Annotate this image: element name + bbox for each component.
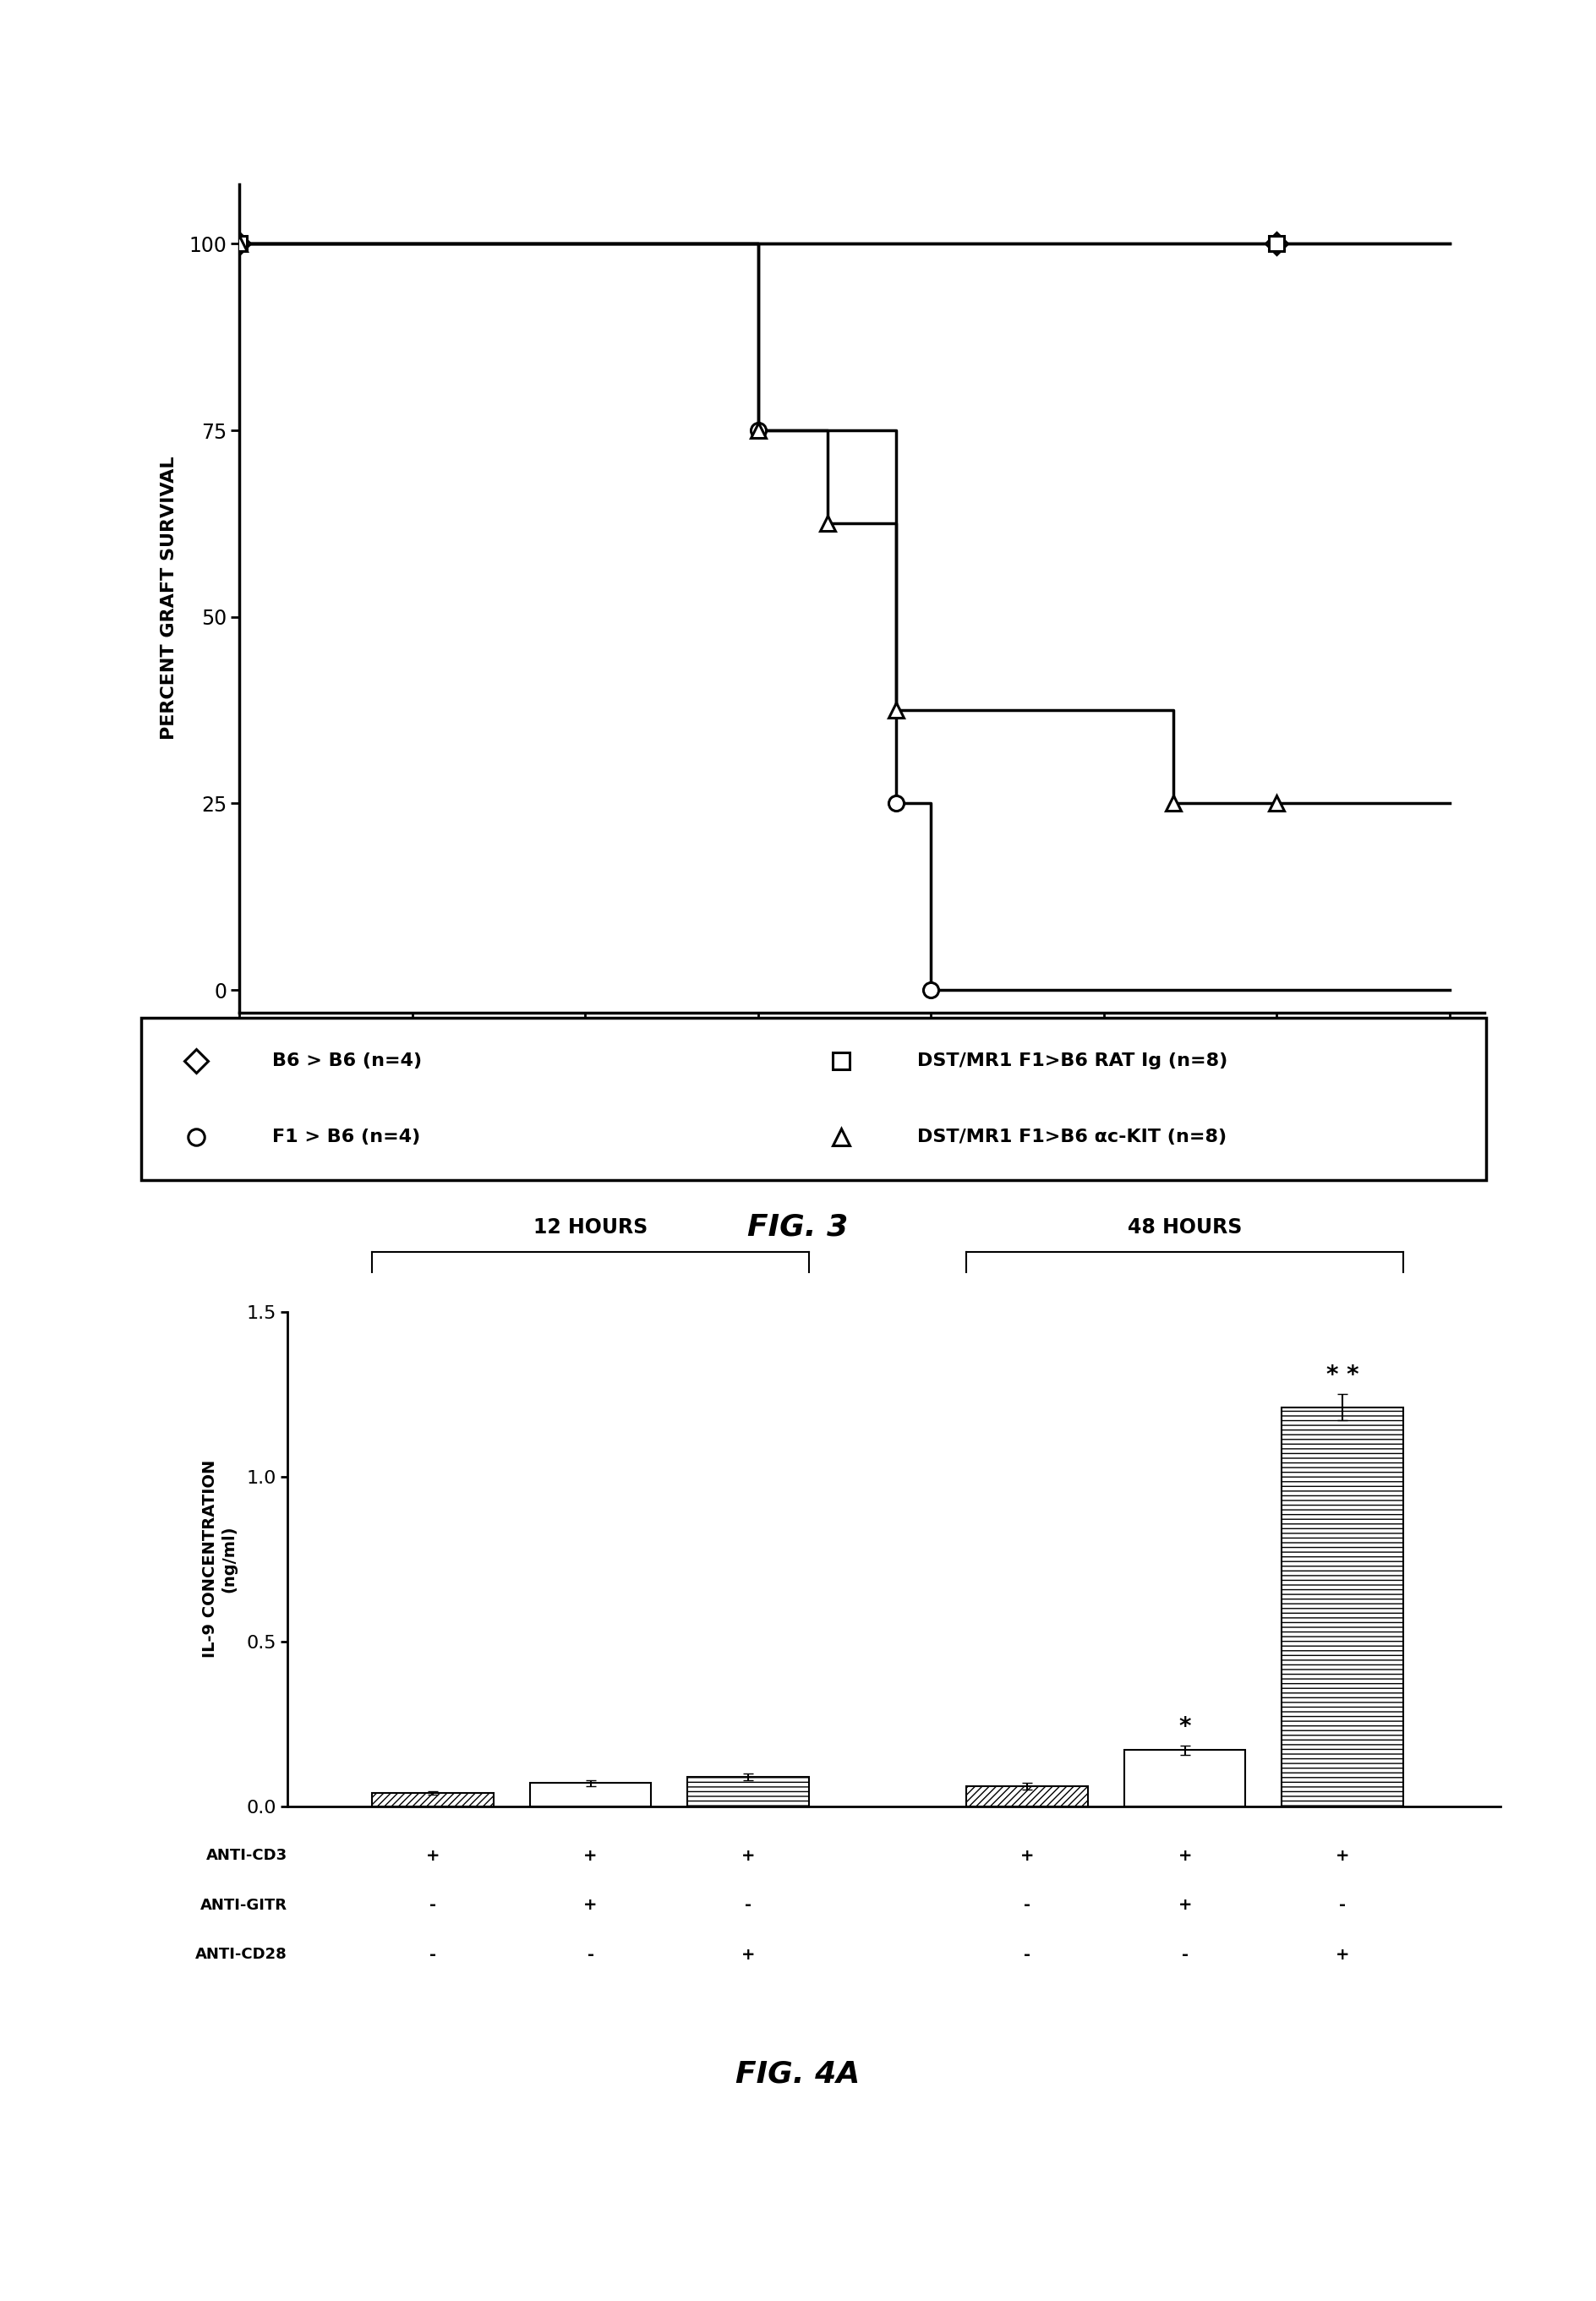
- Text: F1 > B6 (n=4): F1 > B6 (n=4): [271, 1127, 420, 1146]
- Text: +: +: [1336, 1848, 1350, 1864]
- Bar: [967, 1786, 1088, 1806]
- Text: +: +: [1178, 1898, 1192, 1912]
- Text: -: -: [745, 1898, 752, 1912]
- Text: -: -: [1181, 1947, 1189, 1963]
- Text: +: +: [584, 1848, 597, 1864]
- Text: *: *: [1179, 1714, 1191, 1740]
- Text: ANTI-CD3: ANTI-CD3: [206, 1848, 287, 1864]
- Text: * *: * *: [1326, 1364, 1358, 1388]
- X-axis label: DAYS POST-TRANSPLANT: DAYS POST-TRANSPLANT: [707, 1058, 1017, 1081]
- Text: +: +: [1178, 1848, 1192, 1864]
- Text: +: +: [741, 1848, 755, 1864]
- Text: +: +: [584, 1898, 597, 1912]
- Text: +: +: [1336, 1947, 1350, 1963]
- Text: +: +: [426, 1848, 440, 1864]
- Text: ANTI-CD28: ANTI-CD28: [195, 1947, 287, 1963]
- Bar: [1124, 1751, 1245, 1806]
- Bar: [688, 1776, 809, 1806]
- Y-axis label: PERCENT GRAFT SURVIVAL: PERCENT GRAFT SURVIVAL: [161, 456, 177, 741]
- Text: B6 > B6 (n=4): B6 > B6 (n=4): [271, 1052, 421, 1070]
- Text: 12 HOURS: 12 HOURS: [533, 1217, 648, 1238]
- Text: -: -: [429, 1898, 436, 1912]
- Text: -: -: [587, 1947, 594, 1963]
- Text: 48 HOURS: 48 HOURS: [1128, 1217, 1242, 1238]
- Text: -: -: [1023, 1947, 1031, 1963]
- Bar: [530, 1783, 651, 1806]
- Text: +: +: [1020, 1848, 1034, 1864]
- Text: -: -: [1023, 1898, 1031, 1912]
- Y-axis label: IL-9 CONCENTRATION
(ng/ml): IL-9 CONCENTRATION (ng/ml): [203, 1459, 236, 1659]
- Text: ANTI-GITR: ANTI-GITR: [200, 1898, 287, 1912]
- FancyBboxPatch shape: [142, 1017, 1486, 1180]
- Bar: [1282, 1408, 1403, 1806]
- Text: -: -: [1339, 1898, 1345, 1912]
- Text: DST/MR1 F1>B6 RAT Ig (n=8): DST/MR1 F1>B6 RAT Ig (n=8): [916, 1052, 1227, 1070]
- Bar: [372, 1792, 493, 1806]
- Text: -: -: [429, 1947, 436, 1963]
- Text: FIG. 3: FIG. 3: [747, 1213, 849, 1240]
- Text: FIG. 4A: FIG. 4A: [736, 2059, 860, 2087]
- Text: +: +: [741, 1947, 755, 1963]
- Text: DST/MR1 F1>B6 αc-KIT (n=8): DST/MR1 F1>B6 αc-KIT (n=8): [916, 1127, 1226, 1146]
